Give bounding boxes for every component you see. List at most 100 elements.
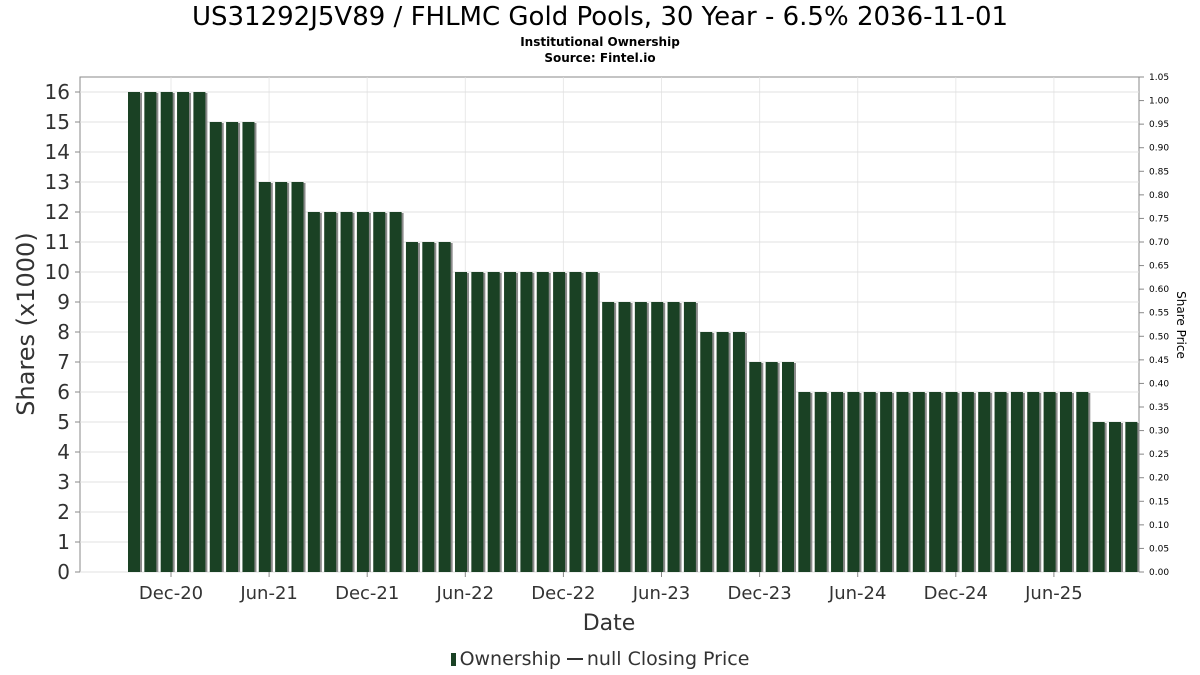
y2-tick-label: 0.60 bbox=[1149, 285, 1169, 295]
bar bbox=[1027, 392, 1040, 572]
x-tick-label: Dec-20 bbox=[139, 583, 203, 604]
bar bbox=[1125, 422, 1138, 572]
bar bbox=[275, 182, 288, 572]
y2-tick-label: 0.80 bbox=[1149, 191, 1169, 201]
y-tick-label: 12 bbox=[45, 200, 70, 224]
y2-tick-label: 0.30 bbox=[1149, 427, 1169, 437]
bar bbox=[340, 212, 353, 572]
y2-tick-label: 0.40 bbox=[1149, 379, 1169, 389]
y2-tick-label: 1.05 bbox=[1149, 73, 1169, 83]
y-tick-label: 6 bbox=[57, 380, 70, 404]
y2-tick-label: 0.75 bbox=[1149, 214, 1169, 224]
bar bbox=[128, 92, 140, 572]
bar bbox=[700, 332, 713, 572]
legend-ownership[interactable]: Ownership bbox=[459, 648, 561, 670]
bar bbox=[618, 302, 631, 572]
bar bbox=[405, 242, 418, 572]
bar bbox=[651, 302, 664, 572]
chart-title: US31292J5V89 / FHLMC Gold Pools, 30 Year… bbox=[191, 2, 1009, 32]
y-tick-label: 9 bbox=[57, 290, 70, 314]
y2-tick-label: 0.65 bbox=[1149, 262, 1169, 272]
y-tick-label: 2 bbox=[57, 500, 70, 524]
bar bbox=[536, 272, 549, 572]
y2-tick-label: 0.15 bbox=[1149, 497, 1169, 507]
x-tick-label: Jun-22 bbox=[436, 583, 495, 604]
bar bbox=[634, 302, 647, 572]
ownership-swatch bbox=[450, 653, 456, 666]
bar bbox=[1076, 392, 1089, 572]
y-tick-label: 5 bbox=[57, 410, 70, 434]
bar bbox=[291, 182, 304, 572]
bar bbox=[144, 92, 157, 572]
x-tick-label: Dec-23 bbox=[727, 583, 791, 604]
bar bbox=[683, 302, 696, 572]
y-tick-label: 4 bbox=[57, 440, 70, 464]
y-tick-label: 7 bbox=[57, 350, 70, 374]
y2-tick-label: 0.85 bbox=[1149, 167, 1169, 177]
y-tick-label: 11 bbox=[45, 230, 70, 254]
bar bbox=[912, 392, 925, 572]
y2-tick-label: 0.55 bbox=[1149, 309, 1169, 319]
bar bbox=[504, 272, 517, 572]
y-tick-label: 0 bbox=[57, 560, 70, 584]
bar bbox=[373, 212, 386, 572]
bar bbox=[863, 392, 876, 572]
y-tick-label: 16 bbox=[45, 80, 70, 104]
bar bbox=[945, 392, 958, 572]
y2-tick-label: 0.50 bbox=[1149, 332, 1169, 342]
y2-tick-label: 0.90 bbox=[1149, 144, 1169, 154]
chart-subtitle: Institutional Ownership bbox=[520, 35, 680, 49]
y2-axis-title: Share Price bbox=[1174, 291, 1188, 359]
bar bbox=[1010, 392, 1023, 572]
x-tick-label: Dec-21 bbox=[335, 583, 399, 604]
bar bbox=[177, 92, 190, 572]
bar bbox=[978, 392, 991, 572]
bar bbox=[814, 392, 827, 572]
bar bbox=[602, 302, 615, 572]
y-tick-label: 10 bbox=[45, 260, 70, 284]
bar bbox=[798, 392, 811, 572]
bar bbox=[880, 392, 893, 572]
bar bbox=[487, 272, 500, 572]
y-tick-label: 14 bbox=[45, 140, 70, 164]
y2-tick-label: 0.35 bbox=[1149, 403, 1169, 413]
bar bbox=[455, 272, 467, 572]
bar bbox=[471, 272, 484, 572]
x-tick-label: Dec-24 bbox=[924, 583, 988, 604]
axes: Dec-20 Jun-21 Dec-21 Jun-22 Dec-22 Jun-23 Dec-… bbox=[12, 73, 1188, 636]
y-tick-label: 3 bbox=[57, 470, 70, 494]
bar bbox=[258, 182, 271, 572]
x-tick-label: Jun-25 bbox=[1024, 583, 1083, 604]
price-line-swatch bbox=[566, 658, 583, 660]
bar bbox=[193, 92, 206, 572]
bar bbox=[160, 92, 173, 572]
y-axis-title: Shares (x1000) bbox=[12, 232, 40, 415]
bar bbox=[1043, 392, 1056, 572]
bar bbox=[389, 212, 402, 572]
y2-tick-label: 0.70 bbox=[1149, 238, 1169, 248]
bar bbox=[226, 122, 239, 572]
bar bbox=[569, 272, 582, 572]
bar bbox=[585, 272, 598, 572]
legend: Ownership null Closing Price bbox=[0, 648, 1200, 670]
x-tick-label: Jun-21 bbox=[239, 583, 298, 604]
bar bbox=[242, 122, 255, 572]
bar bbox=[732, 332, 745, 572]
bars bbox=[128, 92, 1140, 572]
bar bbox=[438, 242, 451, 572]
y-tick-label: 15 bbox=[45, 110, 70, 134]
y2-tick-label: 0.10 bbox=[1149, 521, 1169, 531]
bar bbox=[324, 212, 337, 572]
y-tick-label: 1 bbox=[57, 530, 70, 554]
bar bbox=[1109, 422, 1121, 572]
x-axis-title: Date bbox=[583, 611, 636, 636]
y-tick-label: 8 bbox=[57, 320, 70, 344]
bar bbox=[209, 122, 222, 572]
legend-price[interactable]: null Closing Price bbox=[586, 648, 750, 670]
y2-tick-label: 0.05 bbox=[1149, 544, 1169, 554]
bar bbox=[1059, 392, 1072, 572]
y2-tick-label: 0.00 bbox=[1149, 568, 1169, 578]
bar bbox=[847, 392, 860, 572]
y2-tick-label: 0.45 bbox=[1149, 356, 1169, 366]
